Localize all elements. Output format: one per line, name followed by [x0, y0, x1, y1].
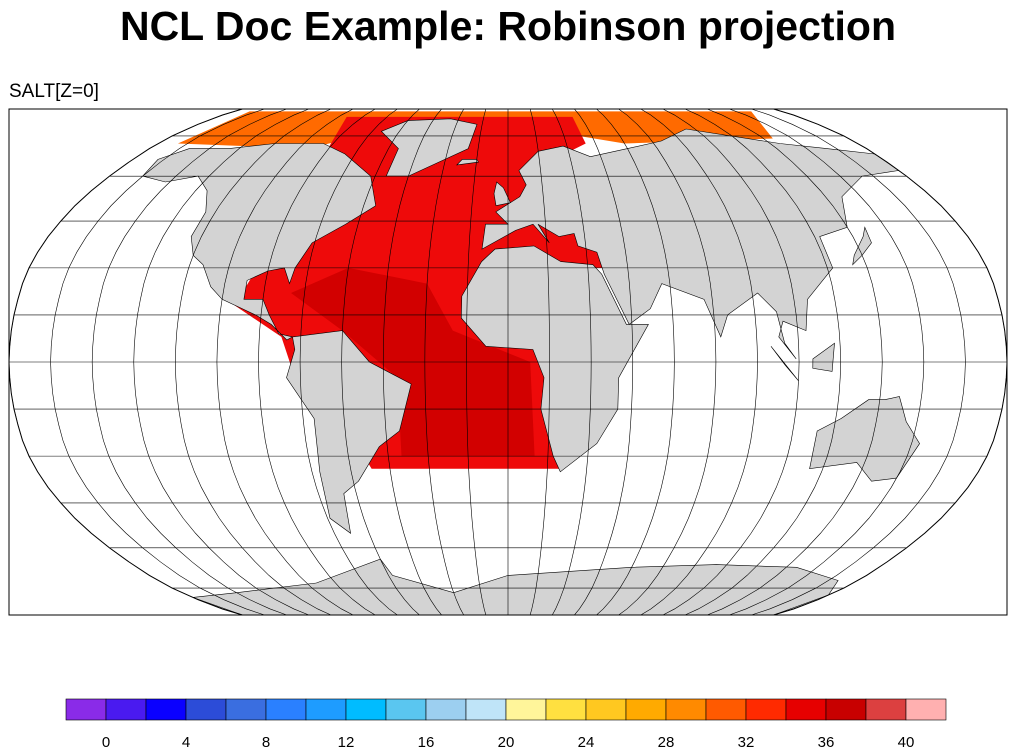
colorbar-box [105, 698, 147, 721]
colorbar-label: 32 [738, 734, 755, 751]
colorbar-box [65, 698, 107, 721]
colorbar-box [865, 698, 907, 721]
colorbar-label: 4 [182, 734, 190, 751]
colorbar-box [585, 698, 627, 721]
colorbar-box [425, 698, 467, 721]
colorbar-box [665, 698, 707, 721]
colorbar-box [305, 698, 347, 721]
land [852, 226, 872, 266]
colorbar-box [185, 698, 227, 721]
colorbar-box [505, 698, 547, 721]
colorbar-box [145, 698, 187, 721]
colorbar-box [345, 698, 387, 721]
land [809, 396, 920, 482]
colorbar-label: 24 [578, 734, 595, 751]
colorbar-box [625, 698, 667, 721]
colorbar-label: 40 [898, 734, 915, 751]
colorbar-box [225, 698, 267, 721]
colorbar-box [825, 698, 867, 721]
colorbar-label: 16 [418, 734, 435, 751]
map-outline [8, 108, 1008, 616]
colorbar-box [745, 698, 787, 721]
colorbar-box [265, 698, 307, 721]
colorbar-box [905, 698, 947, 721]
colorbar-box [545, 698, 587, 721]
subtitle: SALT[Z=0] [9, 81, 99, 102]
land [770, 346, 799, 381]
colorbar-box [705, 698, 747, 721]
colorbar-box [785, 698, 827, 721]
map [9, 109, 1007, 615]
colorbar-label: 36 [818, 734, 835, 751]
land [142, 143, 377, 341]
colorbar-label: 28 [658, 734, 675, 751]
land [812, 342, 835, 372]
title: NCL Doc Example: Robinson projection [120, 3, 896, 49]
colorbar-label: 12 [338, 734, 355, 751]
ocean-field [177, 111, 773, 149]
colorbar: 0 4 8 12 16 20 24 28 32 36 40 [65, 698, 947, 751]
colorbar-label: 0 [102, 734, 110, 751]
colorbar-box [385, 698, 427, 721]
colorbar-box [465, 698, 507, 721]
colorbar-label: 20 [498, 734, 515, 751]
colorbar-label: 8 [262, 734, 270, 751]
